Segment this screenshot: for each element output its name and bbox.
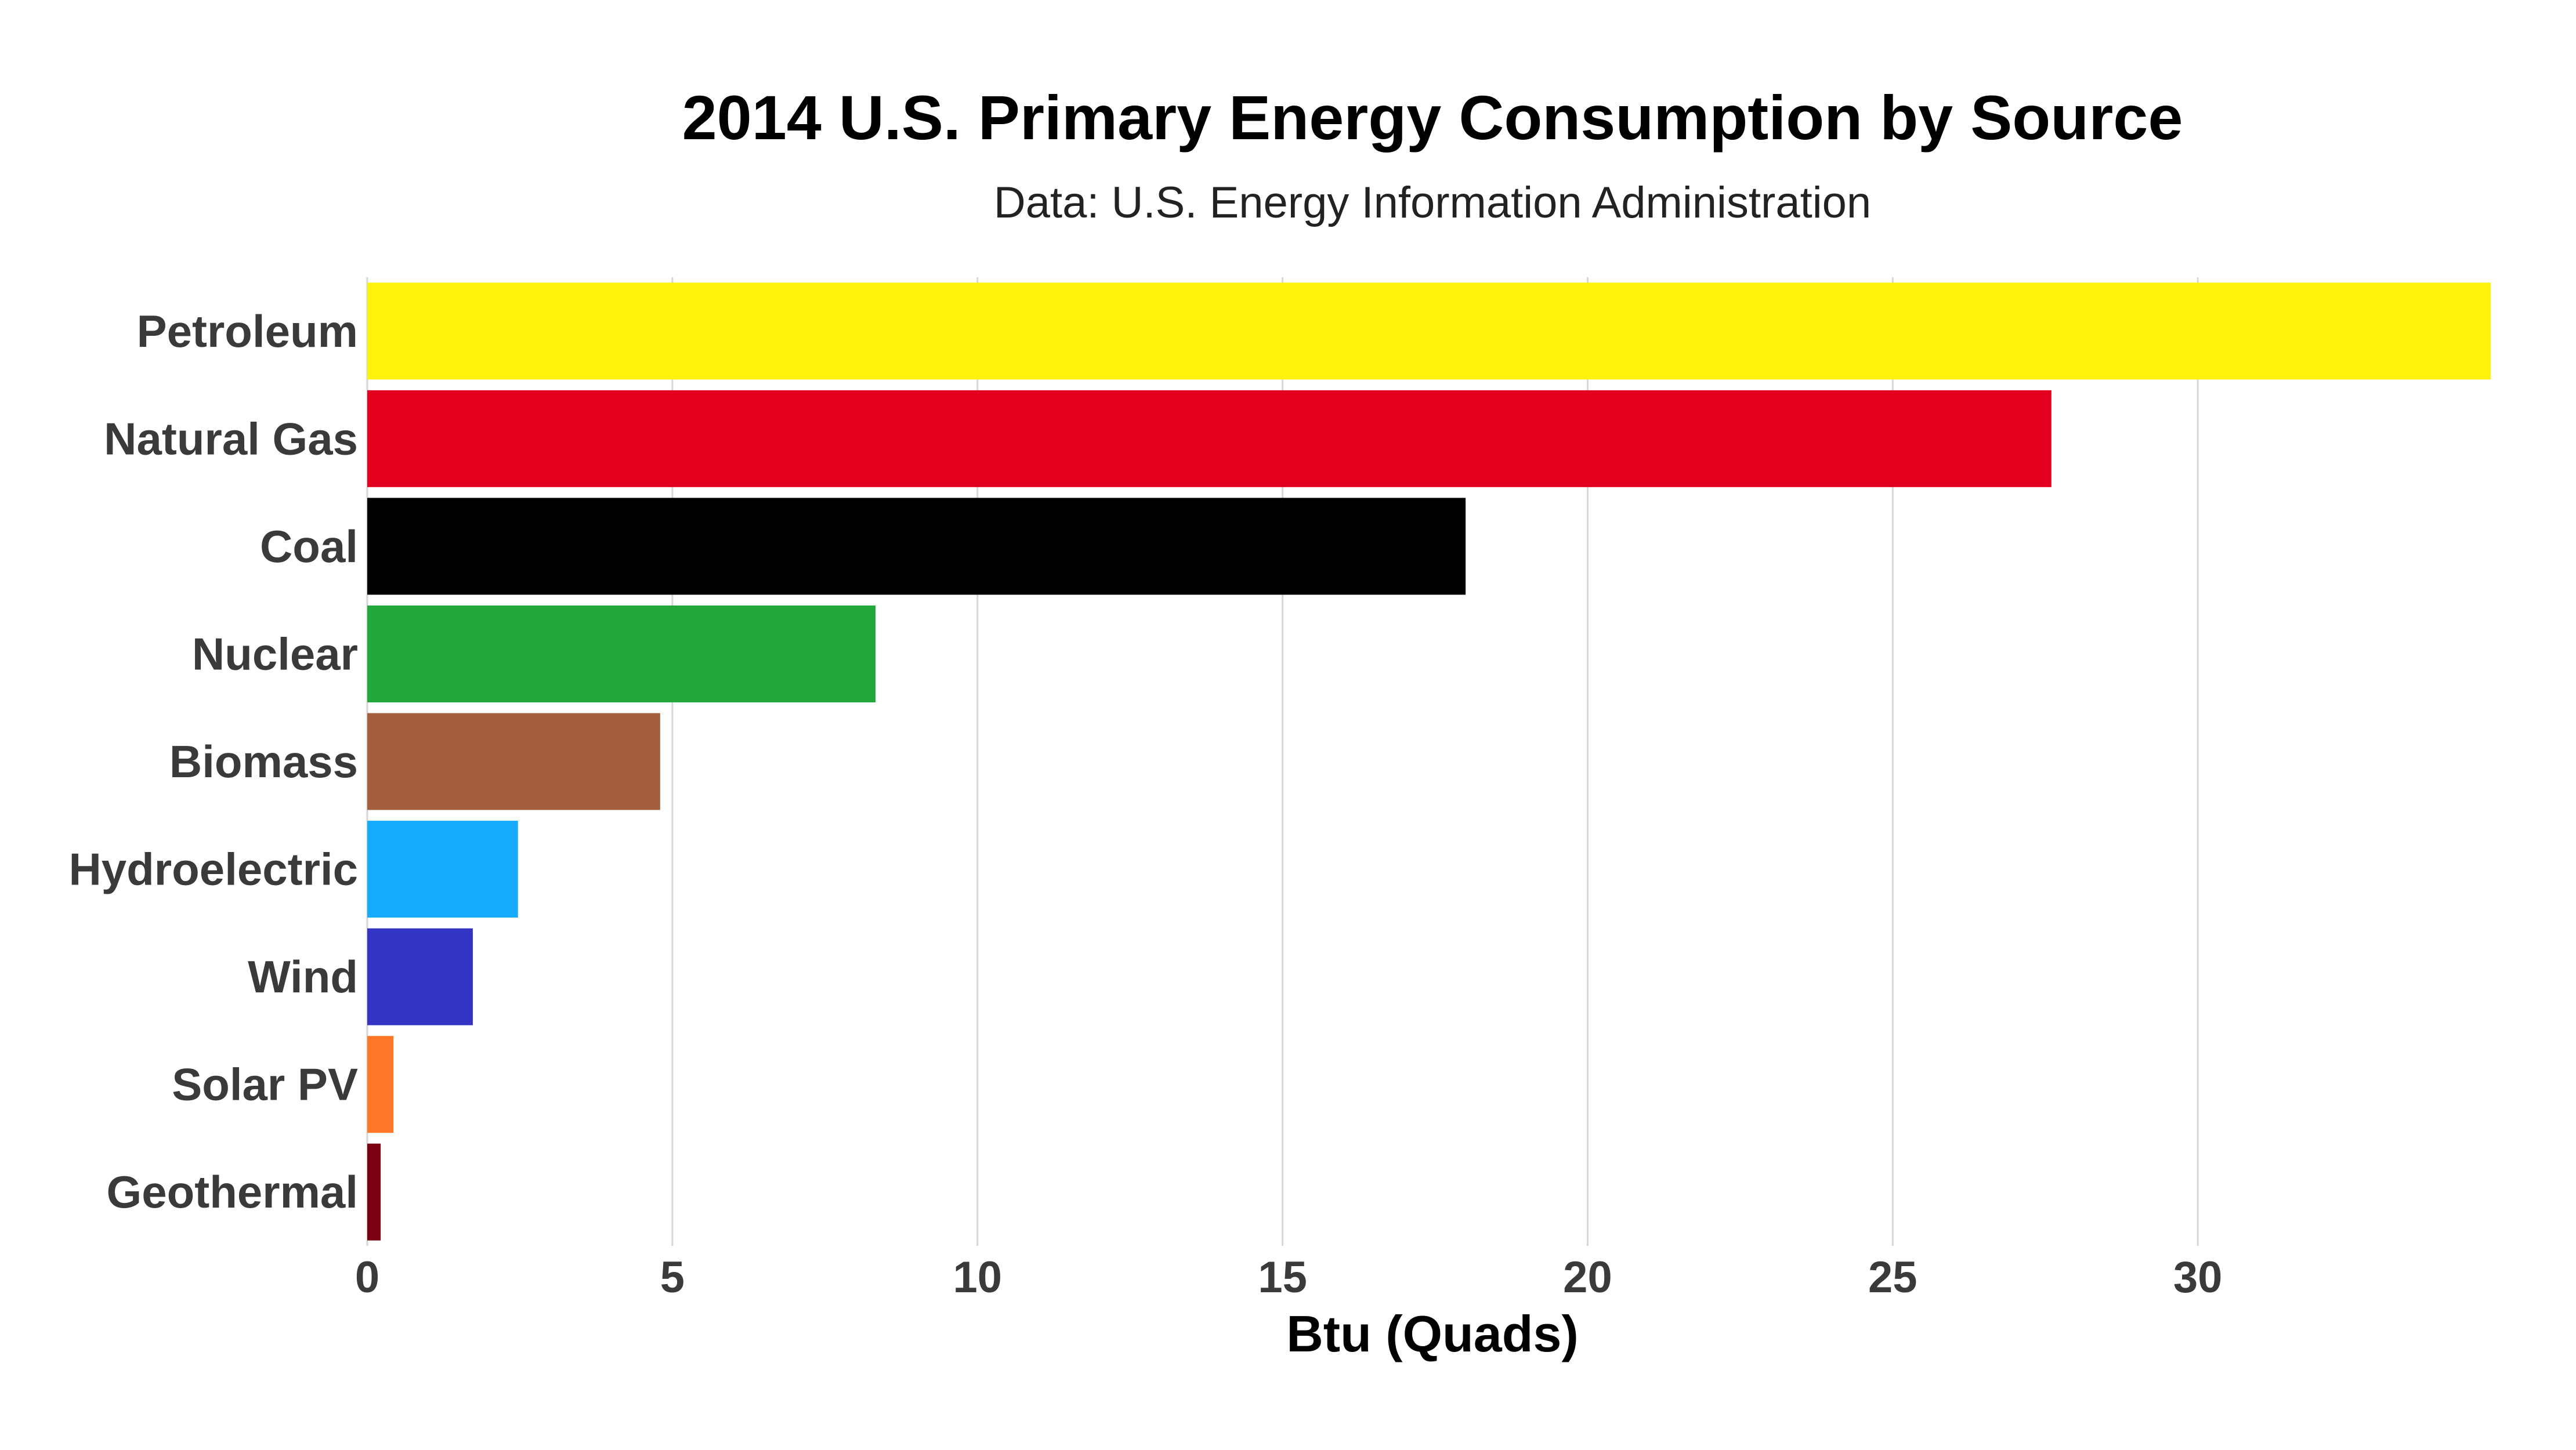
bar xyxy=(367,390,2052,487)
x-tick-label: 10 xyxy=(953,1253,1002,1302)
bar xyxy=(367,1036,394,1133)
bar xyxy=(367,498,1466,595)
bar xyxy=(367,713,660,810)
category-label: Solar PV xyxy=(172,1059,358,1110)
bar xyxy=(367,928,473,1025)
x-tick-label: 30 xyxy=(2173,1253,2223,1302)
category-label: Biomass xyxy=(169,736,358,787)
x-tick-label: 25 xyxy=(1868,1253,1917,1302)
x-tick-label: 0 xyxy=(355,1253,379,1302)
chart-title: 2014 U.S. Primary Energy Consumption by … xyxy=(682,82,2183,153)
category-label: Natural Gas xyxy=(104,413,358,464)
x-tick-label: 15 xyxy=(1258,1253,1307,1302)
category-label: Coal xyxy=(260,521,358,572)
chart-subtitle: Data: U.S. Energy Information Administra… xyxy=(994,178,1871,227)
category-label: Wind xyxy=(248,951,358,1002)
bar xyxy=(367,282,2491,380)
category-label: Petroleum xyxy=(137,306,358,357)
bar xyxy=(367,1143,381,1241)
bar xyxy=(367,821,518,918)
x-tick-label: 20 xyxy=(1563,1253,1612,1302)
category-label: Geothermal xyxy=(107,1166,358,1217)
x-axis-title: Btu (Quads) xyxy=(1286,1305,1579,1362)
x-tick-labels: 0 5 10 15 20 25 30 xyxy=(355,1253,2223,1302)
bars xyxy=(367,282,2491,1241)
category-label: Nuclear xyxy=(192,628,358,679)
category-label: Hydroelectric xyxy=(68,844,358,895)
bar xyxy=(367,605,876,702)
x-tick-label: 5 xyxy=(660,1253,685,1302)
category-labels: Petroleum Natural Gas Coal Nuclear Biomass Hy… xyxy=(68,306,358,1217)
